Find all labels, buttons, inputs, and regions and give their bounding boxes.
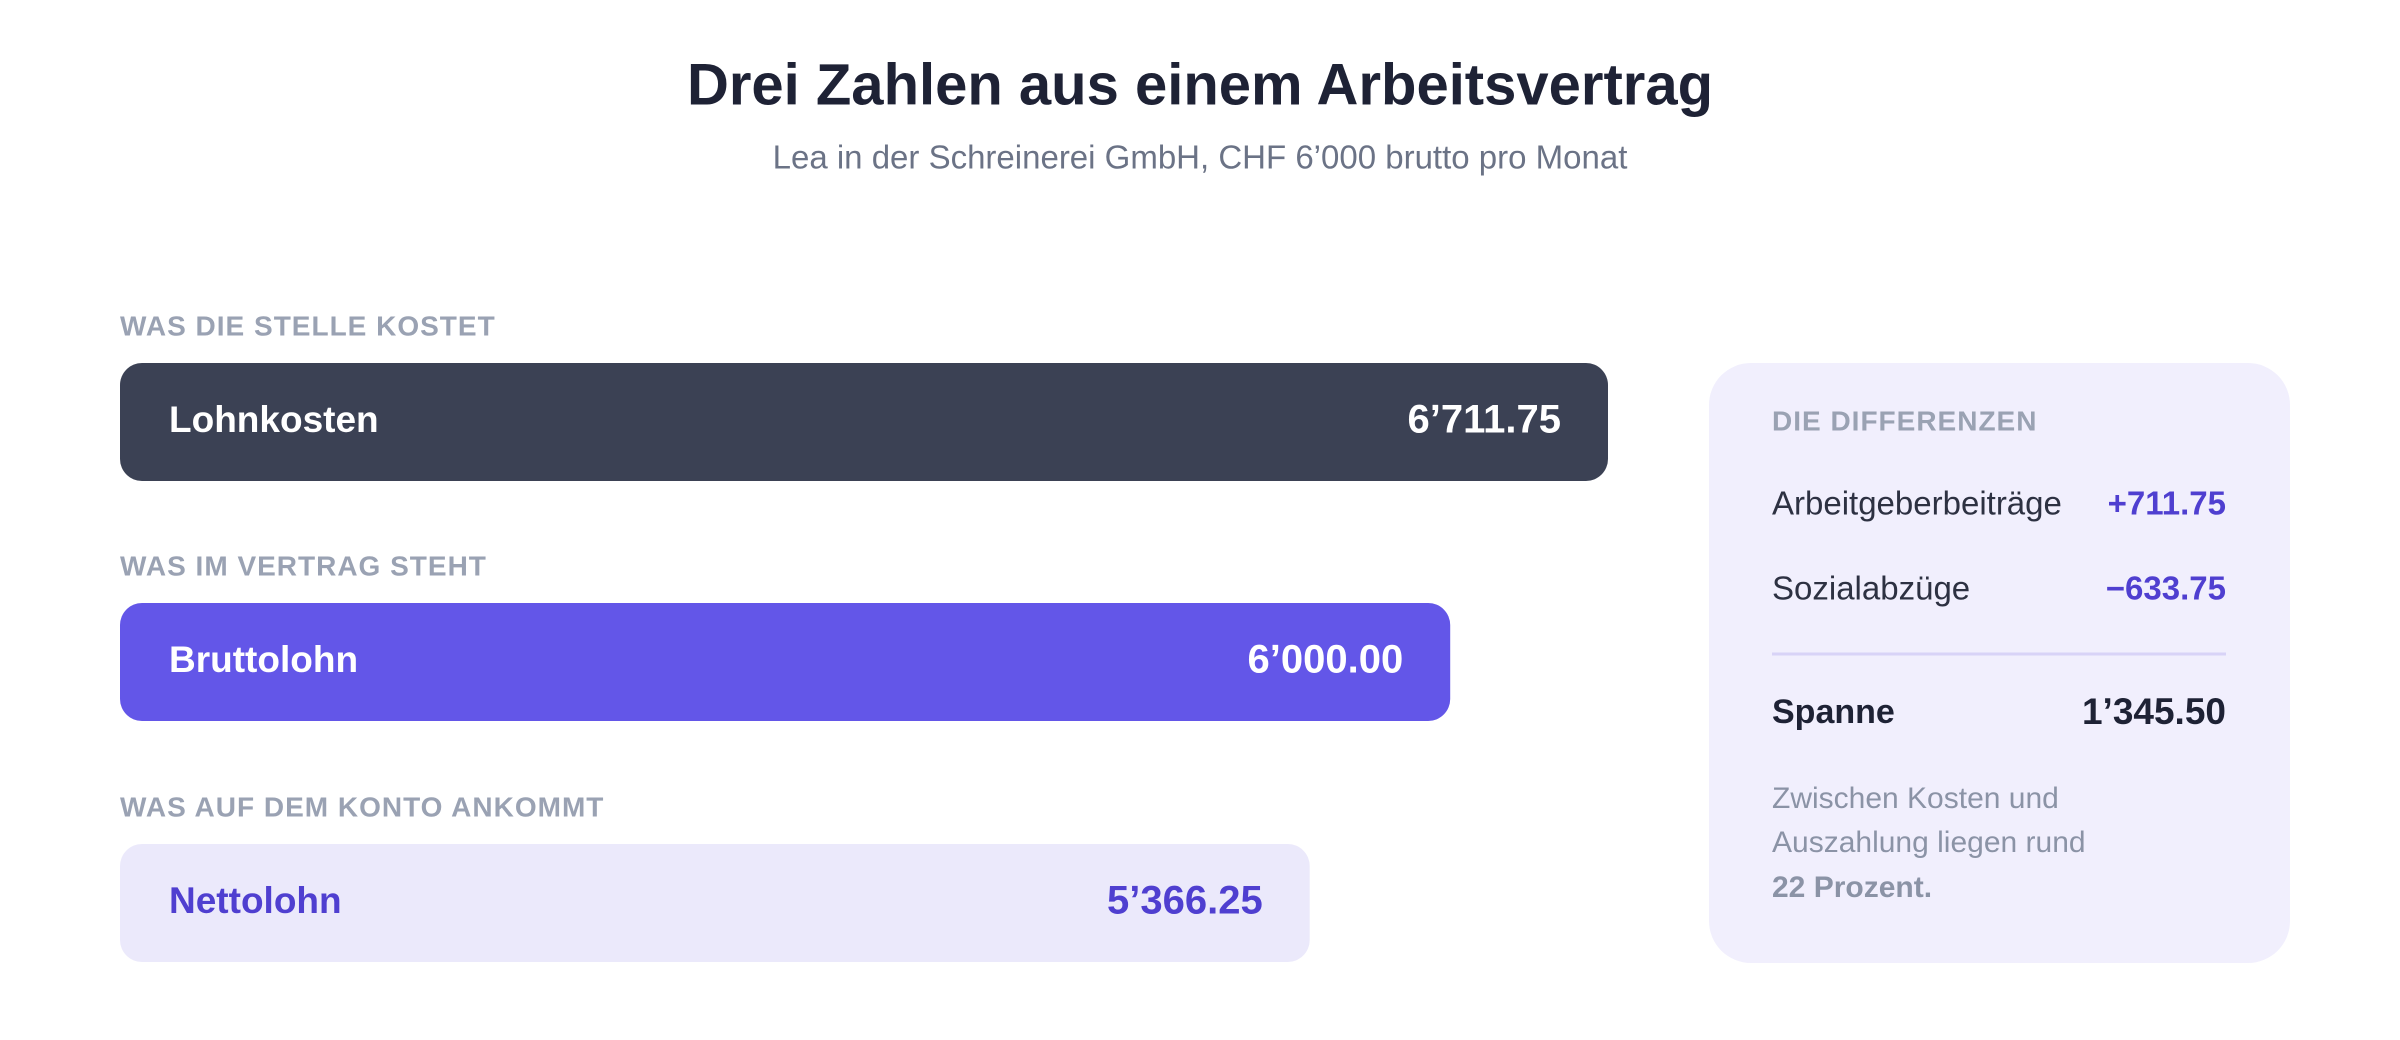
note-line: Auszahlung liegen rund xyxy=(1772,826,2086,859)
bar xyxy=(120,603,1451,721)
note-line: Zwischen Kosten und xyxy=(1772,782,2059,815)
group-label: WAS IM VERTRAG STEHT xyxy=(120,550,487,581)
total-value: 1’345.50 xyxy=(2082,691,2226,732)
group-label: WAS AUF DEM KONTO ANKOMMT xyxy=(120,791,604,822)
panel xyxy=(1709,363,2290,963)
row-value: −633.75 xyxy=(2106,570,2226,607)
value-label: 6’000.00 xyxy=(1248,638,1404,682)
row-value: +711.75 xyxy=(2108,485,2226,522)
value-label: 6’711.75 xyxy=(1408,398,1562,442)
note-line: 22 Prozent. xyxy=(1772,871,1932,904)
chart-title: Drei Zahlen aus einem Arbeitsvertrag xyxy=(687,52,1713,117)
total-label: Spanne xyxy=(1772,693,1895,731)
bar-label: Bruttolohn xyxy=(169,639,358,680)
bar-label: Nettolohn xyxy=(169,880,342,921)
group-label: WAS DIE STELLE KOSTET xyxy=(120,310,496,341)
value-label: 5’366.25 xyxy=(1107,879,1263,923)
bar-label: Lohnkosten xyxy=(169,399,379,440)
panel-title: DIE DIFFERENZEN xyxy=(1772,405,2037,436)
row-label: Arbeitgeberbeiträge xyxy=(1772,485,2062,522)
bar xyxy=(120,363,1608,481)
row-label: Sozialabzüge xyxy=(1772,570,1970,607)
chart-subtitle: Lea in der Schreinerei GmbH, CHF 6’000 b… xyxy=(773,139,1628,176)
bar xyxy=(120,844,1310,962)
